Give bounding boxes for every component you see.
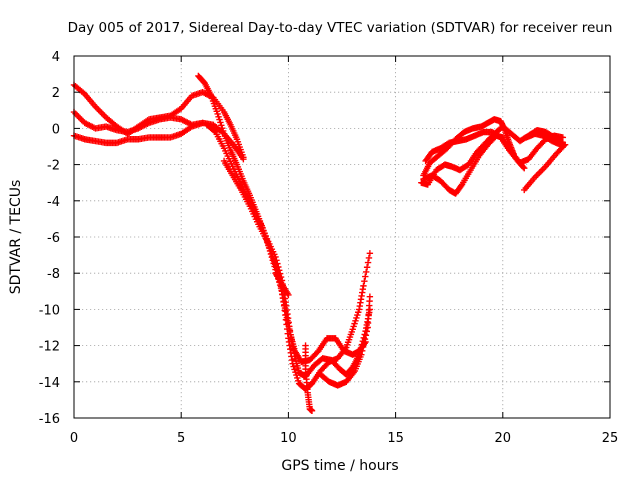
data-point bbox=[360, 339, 368, 347]
x-tick-label: 25 bbox=[602, 431, 619, 446]
data-point bbox=[272, 261, 279, 268]
series-arc-14 bbox=[521, 141, 569, 194]
data-point bbox=[361, 278, 368, 285]
data-point bbox=[291, 366, 298, 373]
y-tick-label: -8 bbox=[47, 267, 60, 282]
series-arc-15 bbox=[523, 130, 569, 148]
x-tick-label: 5 bbox=[177, 431, 185, 446]
data-point bbox=[351, 320, 358, 327]
chart-title: Day 005 of 2017, Sidereal Day-to-day VTE… bbox=[68, 20, 613, 36]
series-arc-10 bbox=[420, 116, 517, 179]
data-point bbox=[294, 374, 301, 382]
data-point bbox=[366, 250, 374, 257]
x-axis-label: GPS time / hours bbox=[281, 458, 398, 474]
y-tick-label: -16 bbox=[39, 412, 60, 427]
data-point bbox=[293, 371, 300, 379]
data-point bbox=[457, 182, 465, 190]
data-point bbox=[363, 328, 371, 335]
data-point bbox=[290, 363, 297, 370]
data-point bbox=[217, 119, 224, 126]
data-point bbox=[308, 407, 316, 414]
data-point bbox=[353, 314, 360, 322]
data-point bbox=[361, 335, 369, 343]
data-point bbox=[355, 309, 362, 316]
data-point bbox=[240, 155, 247, 163]
series-arc-4 bbox=[195, 72, 369, 366]
y-tick-label: -2 bbox=[47, 159, 60, 174]
data-point bbox=[289, 360, 296, 367]
data-point bbox=[270, 255, 277, 262]
data-point bbox=[521, 165, 528, 172]
data-point bbox=[366, 293, 374, 300]
data-point bbox=[215, 113, 222, 120]
x-tick-label: 0 bbox=[70, 431, 78, 446]
y-tick-label: -10 bbox=[39, 303, 60, 318]
x-tick-label: 20 bbox=[495, 431, 512, 446]
data-marks bbox=[70, 72, 569, 414]
data-point bbox=[352, 317, 359, 324]
data-point bbox=[219, 127, 227, 135]
y-tick-label: 4 bbox=[52, 50, 60, 65]
data-point bbox=[218, 122, 225, 129]
data-point bbox=[561, 141, 569, 148]
data-point bbox=[358, 351, 365, 358]
x-tick-label: 10 bbox=[280, 431, 297, 446]
data-point bbox=[214, 110, 221, 118]
series-arc-7 bbox=[272, 270, 292, 299]
data-point bbox=[349, 326, 356, 333]
y-tick-label: 0 bbox=[52, 122, 60, 137]
data-point bbox=[285, 291, 292, 299]
data-point bbox=[365, 254, 373, 262]
data-point bbox=[362, 268, 370, 276]
data-point bbox=[359, 347, 366, 354]
data-point bbox=[360, 282, 367, 290]
data-point bbox=[354, 311, 361, 319]
series-arc-9 bbox=[317, 293, 374, 389]
data-point bbox=[520, 163, 527, 171]
data-point bbox=[559, 134, 567, 141]
data-point bbox=[362, 332, 370, 339]
data-point bbox=[295, 377, 302, 384]
data-point bbox=[359, 343, 367, 351]
y-tick-label: -6 bbox=[47, 231, 60, 246]
y-tick-label: -14 bbox=[39, 376, 60, 391]
data-point bbox=[219, 124, 226, 132]
y-axis-label: SDTVAR / TECUs bbox=[8, 180, 24, 295]
series-arc-8 bbox=[302, 342, 316, 414]
y-tick-label: -4 bbox=[47, 195, 60, 210]
data-point bbox=[211, 127, 218, 135]
y-tick-label: 2 bbox=[52, 86, 60, 101]
data-point bbox=[216, 116, 223, 123]
y-tick-label: -12 bbox=[39, 340, 60, 355]
data-point bbox=[362, 273, 369, 280]
grid bbox=[74, 56, 610, 418]
data-point bbox=[364, 259, 372, 266]
data-point bbox=[350, 323, 357, 330]
data-point bbox=[271, 258, 278, 265]
data-point bbox=[272, 264, 280, 271]
data-point bbox=[363, 264, 371, 271]
data-point bbox=[292, 369, 299, 376]
x-tick-label: 15 bbox=[387, 431, 404, 446]
